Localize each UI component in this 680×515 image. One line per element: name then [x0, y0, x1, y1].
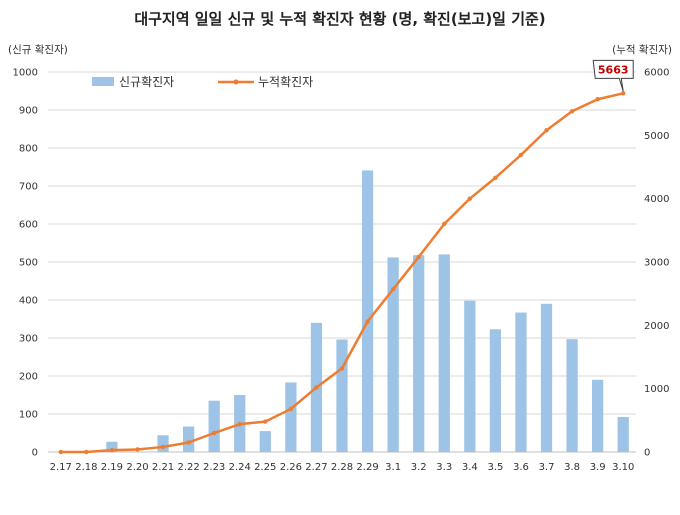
left-axis-tick-label: 600 [19, 220, 38, 231]
point-cumulative [339, 366, 345, 371]
point-cumulative [109, 447, 115, 453]
point-cumulative [58, 449, 63, 455]
right-axis-tick-label: 6000 [644, 68, 669, 79]
x-axis-tick-label: 3.1 [385, 462, 401, 473]
right-axis-tick-label: 2000 [644, 321, 669, 332]
grid-lines [48, 71, 636, 453]
x-axis-tick-label: 2.28 [331, 462, 353, 473]
right-axis-tick-label: 0 [644, 448, 650, 459]
bar-new-cases [489, 329, 502, 452]
point-cumulative [595, 97, 600, 102]
x-axis-tick-label: 2.27 [305, 462, 327, 473]
left-axis-tick-label: 800 [19, 144, 38, 155]
bar-new-cases [106, 441, 118, 452]
callout-value: 5663 [598, 63, 629, 76]
point-cumulative [390, 287, 396, 292]
right-axis-tick-label: 1000 [644, 384, 669, 395]
right-axis-unit-label: (누적 확진자) [612, 43, 672, 56]
bar-new-cases [515, 312, 527, 452]
chart-title: 대구지역 일일 신규 및 누적 확진자 현황 (명, 확진(보고)일 기준) [134, 10, 545, 28]
left-axis-tick-label: 100 [19, 410, 38, 421]
bar-new-cases [540, 303, 553, 452]
right-axis-tick-label: 4000 [644, 194, 669, 205]
point-cumulative [263, 419, 268, 424]
point-cumulative [569, 109, 575, 114]
bar-new-cases [566, 339, 578, 452]
x-axis-tick-label: 2.17 [50, 462, 72, 473]
left-axis-unit-label: (신규 확진자) [8, 43, 68, 56]
bar-new-cases [438, 254, 450, 452]
bar-new-cases [259, 431, 271, 452]
left-axis-tick-label: 1000 [13, 68, 38, 79]
bar-new-cases [361, 170, 374, 453]
point-cumulative [442, 221, 447, 227]
x-axis-tick-label: 2.19 [101, 462, 123, 473]
bar-new-cases [208, 400, 220, 452]
x-axis-tick-label: 3.5 [487, 462, 503, 473]
x-axis-tick-label: 2.20 [126, 462, 148, 473]
x-axis-tick-label: 3.2 [411, 462, 427, 473]
point-cumulative [288, 406, 294, 412]
left-axis-tick-label: 0 [32, 448, 38, 459]
point-cumulative [186, 440, 191, 445]
point-cumulative [621, 91, 626, 96]
callout-box [592, 59, 634, 92]
point-cumulative [237, 421, 242, 427]
bar-new-cases [285, 382, 297, 452]
left-axis-tick-label: 700 [19, 182, 38, 193]
point-cumulative [314, 385, 319, 390]
x-axis-tick-label: 2.25 [254, 462, 276, 473]
bar-new-cases [182, 426, 195, 452]
point-cumulative [84, 449, 89, 455]
x-axis-tick-label: 3.4 [462, 462, 478, 473]
point-cumulative [365, 319, 370, 324]
left-axis-tick-label: 400 [19, 296, 38, 307]
x-axis-tick-label: 3.8 [564, 462, 580, 473]
x-axis-tick-label: 2.26 [280, 462, 302, 473]
point-cumulative [493, 175, 498, 180]
point-cumulative [160, 444, 166, 450]
left-axis-tick-label: 900 [19, 106, 38, 117]
bar-new-cases [387, 257, 399, 452]
x-axis-tick-label: 3.9 [590, 462, 606, 473]
x-axis-tick-label: 2.24 [229, 462, 251, 473]
legend: 신규확진자 누적확진자 [92, 75, 313, 89]
x-axis-tick-label: 2.21 [152, 462, 174, 473]
point-cumulative [135, 447, 140, 452]
point-cumulative [544, 128, 549, 133]
right-axis-tick-label: 3000 [644, 258, 669, 269]
bar-series [106, 170, 629, 453]
callout: 5663 [592, 59, 634, 92]
x-axis-tick-label: 3.7 [539, 462, 555, 473]
left-axis-tick-label: 200 [19, 372, 38, 383]
bar-new-cases [592, 379, 604, 452]
x-axis-tick-label: 3.6 [513, 462, 529, 473]
x-axis-tick-label: 2.23 [203, 462, 225, 473]
x-axis-tick-label: 3.10 [612, 462, 634, 473]
x-axis-tick-label: 2.18 [75, 462, 97, 473]
bar-new-cases [413, 255, 425, 452]
bar-new-cases [464, 300, 476, 452]
left-axis-tick-label: 300 [19, 334, 38, 345]
left-axis-tick-label: 500 [19, 258, 38, 269]
legend-swatch-new-cases [92, 77, 114, 86]
axis-ticks: 0 100 200 300 400 500 600 700 800 900 1000 0 1000 200… [13, 68, 670, 474]
x-axis-tick-label: 2.22 [177, 462, 199, 473]
line-series [58, 91, 626, 455]
legend-label-new-cases: 신규확진자 [119, 75, 174, 89]
bar-new-cases [157, 435, 169, 452]
right-axis-tick-label: 5000 [644, 131, 669, 142]
bar-new-cases [336, 339, 348, 452]
legend-label-cumulative: 누적확진자 [258, 75, 313, 89]
bar-new-cases [617, 417, 629, 452]
point-cumulative [416, 254, 421, 260]
x-axis-tick-label: 2.29 [356, 462, 378, 473]
point-cumulative [518, 152, 524, 158]
x-axis-tick-label: 3.3 [436, 462, 452, 473]
point-cumulative [211, 430, 217, 436]
legend-marker-cumulative [233, 79, 239, 85]
point-cumulative [467, 196, 473, 201]
